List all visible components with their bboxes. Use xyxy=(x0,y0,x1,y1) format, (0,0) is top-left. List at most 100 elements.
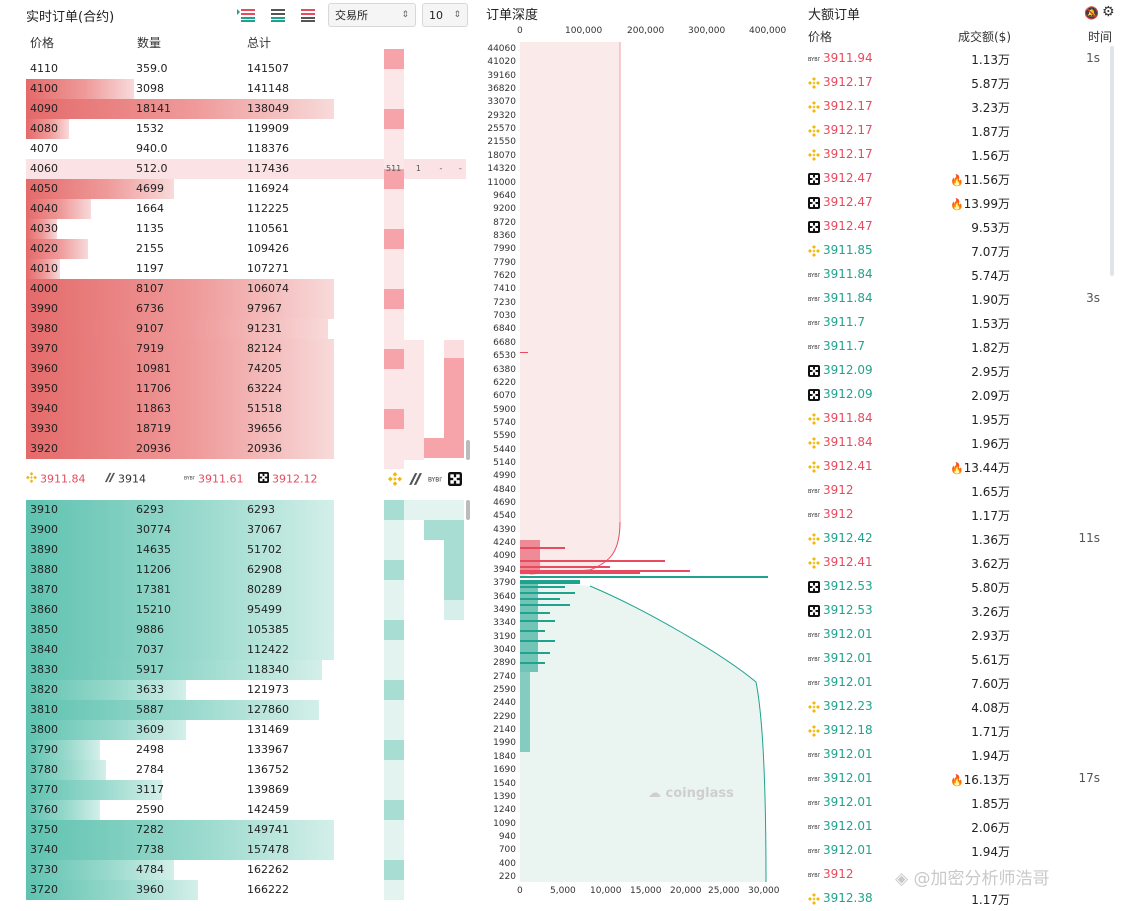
orderbook-row[interactable]: 3980 9107 91231 xyxy=(26,319,336,339)
depth-y-label: 44060 xyxy=(487,44,516,54)
orderbook-row[interactable]: 4000 8107 106074 xyxy=(26,279,336,299)
orderbook-row[interactable]: 4090 18141 138049 xyxy=(26,99,336,119)
orderbook-row[interactable]: 3990 6736 97967 xyxy=(26,299,336,319)
mute-icon[interactable]: 🔕 xyxy=(1084,6,1099,20)
trade-row[interactable]: BYBIT3912 1.65万 xyxy=(808,479,1118,503)
orderbook-row[interactable]: 3880 11206 62908 xyxy=(26,560,336,580)
orderbook-row[interactable]: 3920 20936 20936 xyxy=(26,439,336,459)
trade-row[interactable]: 3912.17 5.87万 xyxy=(808,71,1118,95)
orderbook-row[interactable]: 3900 30774 37067 xyxy=(26,520,336,540)
trade-row[interactable]: 3912.42 1.36万 11s xyxy=(808,527,1118,551)
orderbook-row[interactable]: 3910 6293 6293 xyxy=(26,500,336,520)
orderbook-row[interactable]: 4080 1532 119909 xyxy=(26,119,336,139)
trade-row[interactable]: BYBIT3911.84 5.74万 xyxy=(808,263,1118,287)
trade-row[interactable]: 3912.17 3.23万 xyxy=(808,95,1118,119)
trade-row[interactable]: BYBIT3912.01 2.93万 xyxy=(808,623,1118,647)
exchange-share-bar xyxy=(384,620,404,640)
orderbook-row[interactable]: 3890 14635 51702 xyxy=(26,540,336,560)
orderbook-scrollbar-upper[interactable] xyxy=(466,440,470,460)
trade-row[interactable]: 3911.84 1.95万 xyxy=(808,407,1118,431)
trade-row[interactable]: BYBIT3912.01 1.94万 xyxy=(808,743,1118,767)
trade-row[interactable]: BYBIT3912.01 7.60万 xyxy=(808,671,1118,695)
trade-row[interactable]: 3912.38 1.17万 xyxy=(808,887,1118,911)
trade-row[interactable]: BYBIT3912 1.17万 xyxy=(808,503,1118,527)
exchange-share-bar xyxy=(444,540,464,600)
orderbook-row[interactable]: 3940 11863 51518 xyxy=(26,399,336,419)
orderbook-row[interactable]: 4100 3098 141148 xyxy=(26,79,336,99)
trade-row[interactable]: BYBIT3912 xyxy=(808,863,1118,887)
trade-price: 3912.42 xyxy=(823,531,873,545)
trade-row[interactable]: 3912.53 3.26万 xyxy=(808,599,1118,623)
orderbook-row[interactable]: 3770 3117 139869 xyxy=(26,780,336,800)
depth-select[interactable]: 10 ⇕ xyxy=(422,3,468,27)
orderbook-row[interactable]: 3720 3960 166222 xyxy=(26,880,336,900)
trade-row[interactable]: 3912.47 🔥11.56万 xyxy=(808,167,1118,191)
orderbook-row[interactable]: 4070 940.0 118376 xyxy=(26,139,336,159)
exchange2-icon[interactable] xyxy=(408,472,422,489)
trade-row[interactable]: BYBIT3912.01 5.61万 xyxy=(808,647,1118,671)
binance-icon[interactable] xyxy=(388,472,402,489)
view-bids-icon[interactable] xyxy=(266,6,290,24)
view-asks-icon[interactable] xyxy=(296,6,320,24)
orderbook-row[interactable]: 3950 11706 63224 xyxy=(26,379,336,399)
view-both-icon[interactable] xyxy=(236,6,260,24)
trade-row[interactable]: BYBIT3911.7 1.82万 xyxy=(808,335,1118,359)
orderbook-row[interactable]: 3860 15210 95499 xyxy=(26,600,336,620)
depth-y-label: 41020 xyxy=(487,57,516,68)
trade-row[interactable]: 3911.85 7.07万 xyxy=(808,239,1118,263)
trade-row[interactable]: 3912.09 2.09万 xyxy=(808,383,1118,407)
orderbook-row[interactable]: 4040 1664 112225 xyxy=(26,199,336,219)
orderbook-row[interactable]: 3830 5917 118340 xyxy=(26,660,336,680)
trade-row[interactable]: 3912.09 2.95万 xyxy=(808,359,1118,383)
trade-row[interactable]: BYBIT3912.01 🔥16.13万 17s xyxy=(808,767,1118,791)
exchange-share-bar xyxy=(384,560,404,580)
orderbook-row[interactable]: 3760 2590 142459 xyxy=(26,800,336,820)
okx-icon[interactable] xyxy=(448,472,462,489)
trade-row[interactable]: 3912.41 3.62万 xyxy=(808,551,1118,575)
orderbook-row[interactable]: 4060 512.0 117436 xyxy=(26,159,466,179)
trade-amount-cell: 2.06万 xyxy=(971,819,1010,836)
orderbook-row[interactable]: 4010 1197 107271 xyxy=(26,259,336,279)
orderbook-scrollbar-lower[interactable] xyxy=(466,500,470,520)
trade-row[interactable]: BYBIT3911.7 1.53万 xyxy=(808,311,1118,335)
orderbook-row[interactable]: 4110 359.0 141507 xyxy=(26,59,336,79)
orderbook-row[interactable]: 3850 9886 105385 xyxy=(26,620,336,640)
orderbook-row[interactable]: 3800 3609 131469 xyxy=(26,720,336,740)
trade-row[interactable]: 3912.41 🔥13.44万 xyxy=(808,455,1118,479)
gear-icon[interactable]: ⚙ xyxy=(1102,4,1115,20)
trade-row[interactable]: BYBIT3911.84 1.90万 3s xyxy=(808,287,1118,311)
trade-row[interactable]: 3912.53 5.80万 xyxy=(808,575,1118,599)
trade-row[interactable]: 3912.17 1.56万 xyxy=(808,143,1118,167)
depth-y-label: 2740 xyxy=(493,671,516,682)
trades-scrollbar[interactable] xyxy=(1110,46,1114,276)
trade-row[interactable]: BYBIT3911.94 1.13万 1s xyxy=(808,47,1118,71)
orderbook-row[interactable]: 3820 3633 121973 xyxy=(26,680,336,700)
exchange-select[interactable]: 交易所 ⇕ xyxy=(328,3,416,27)
orderbook-row[interactable]: 4020 2155 109426 xyxy=(26,239,336,259)
trade-row[interactable]: 3912.18 1.71万 xyxy=(808,719,1118,743)
trade-row[interactable]: 3912.23 4.08万 xyxy=(808,695,1118,719)
trade-row[interactable]: 3911.84 1.96万 xyxy=(808,431,1118,455)
row-qty: 7738 xyxy=(136,843,164,856)
orderbook-row[interactable]: 4030 1135 110561 xyxy=(26,219,336,239)
trade-price: 3912.01 xyxy=(823,843,873,857)
orderbook-row[interactable]: 3930 18719 39656 xyxy=(26,419,336,439)
orderbook-row[interactable]: 4050 4699 116924 xyxy=(26,179,336,199)
orderbook-row[interactable]: 3810 5887 127860 xyxy=(26,700,336,720)
orderbook-row[interactable]: 3840 7037 112422 xyxy=(26,640,336,660)
orderbook-row[interactable]: 3730 4784 162262 xyxy=(26,860,336,880)
trade-row[interactable]: 3912.17 1.87万 xyxy=(808,119,1118,143)
trade-row[interactable]: BYBIT3912.01 1.85万 xyxy=(808,791,1118,815)
trade-row[interactable]: 3912.47 9.53万 xyxy=(808,215,1118,239)
orderbook-row[interactable]: 3740 7738 157478 xyxy=(26,840,336,860)
trade-row[interactable]: BYBIT3912.01 1.94万 xyxy=(808,839,1118,863)
orderbook-row[interactable]: 3750 7282 149741 xyxy=(26,820,336,840)
trade-row[interactable]: 3912.47 🔥13.99万 xyxy=(808,191,1118,215)
orderbook-row[interactable]: 3970 7919 82124 xyxy=(26,339,336,359)
bybit-icon[interactable]: BYBIT xyxy=(428,472,445,489)
orderbook-row[interactable]: 3790 2498 133967 xyxy=(26,740,336,760)
orderbook-row[interactable]: 3960 10981 74205 xyxy=(26,359,336,379)
trade-row[interactable]: BYBIT3912.01 2.06万 xyxy=(808,815,1118,839)
orderbook-row[interactable]: 3780 2784 136752 xyxy=(26,760,336,780)
orderbook-row[interactable]: 3870 17381 80289 xyxy=(26,580,336,600)
